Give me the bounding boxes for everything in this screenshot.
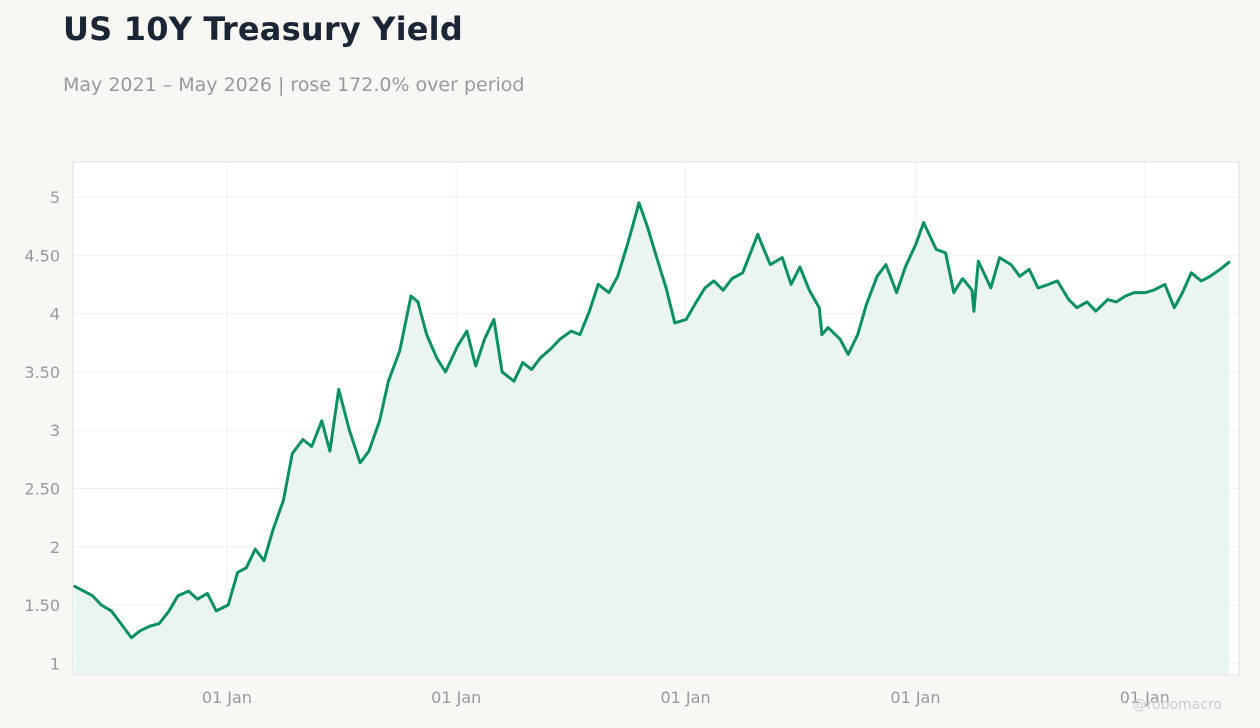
y-tick-label: 5 bbox=[50, 188, 60, 207]
y-axis-ticks: 1 1.50 2 2.50 3 3.50 4 4.50 5 bbox=[24, 188, 60, 673]
y-tick-label: 3.50 bbox=[24, 363, 60, 382]
x-tick-label: 01 Jan bbox=[660, 688, 710, 707]
y-tick-label: 4 bbox=[50, 305, 60, 324]
x-tick-label: 01 Jan bbox=[1120, 688, 1170, 707]
x-axis-ticks: 01 Jan 01 Jan 01 Jan 01 Jan 01 Jan bbox=[202, 688, 1170, 707]
watermark: @robomacro bbox=[1132, 697, 1222, 713]
chart-title: US 10Y Treasury Yield bbox=[63, 10, 463, 48]
y-tick-label: 3 bbox=[50, 421, 60, 440]
y-tick-label: 4.50 bbox=[24, 246, 60, 265]
chart-subtitle: May 2021 – May 2026 | rose 172.0% over p… bbox=[63, 74, 525, 96]
y-tick-label: 1.50 bbox=[24, 596, 60, 615]
y-tick-label: 1 bbox=[50, 654, 60, 673]
x-tick-label: 01 Jan bbox=[202, 688, 252, 707]
y-tick-label: 2.50 bbox=[24, 479, 60, 498]
y-tick-label: 2 bbox=[50, 538, 60, 557]
area-path bbox=[74, 202, 1229, 676]
x-tick-label: 01 Jan bbox=[890, 688, 940, 707]
area-fill bbox=[74, 202, 1229, 676]
x-tick-label: 01 Jan bbox=[431, 688, 481, 707]
line-path bbox=[73, 201, 1231, 640]
series-line bbox=[73, 201, 1231, 640]
